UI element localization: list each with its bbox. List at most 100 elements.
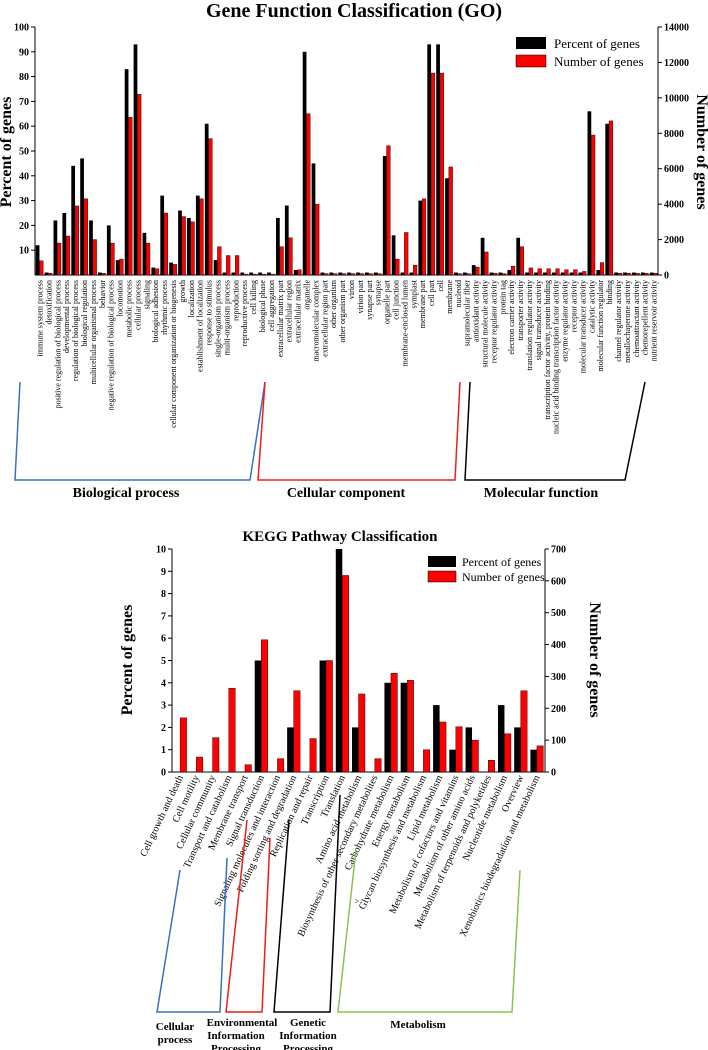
go-bar-number [555,268,560,276]
go-bar-percent [62,213,67,275]
go-bar-number [101,273,106,276]
go-y2tick-label: 6000 [664,164,684,175]
go-bar-percent [569,272,574,275]
go-category-label: receptor regulator activity [489,280,498,363]
go-category-label: behavior [98,280,107,308]
go-category-label: multicellular organismal process [89,280,98,384]
go-bar-percent [649,272,654,275]
kegg-bar-number [293,690,301,773]
go-bar-number [537,268,542,276]
go-group-label-biological: Biological process [73,486,180,501]
go-bar-number [386,145,391,276]
kegg-legend-label-percent: Percent of genes [462,555,542,569]
go-bar-percent [382,155,387,275]
go-category-label: extracellular region [285,280,294,342]
go-bar-number [332,273,338,276]
go-bar-percent [356,272,360,275]
go-bar-percent [187,217,191,275]
go-bar-number [297,269,302,276]
kegg-bar-percent [352,727,359,772]
go-category-label: cellular process [133,280,142,330]
go-bar-number [519,246,524,276]
go-y2tick-label: 14000 [664,23,689,34]
go-bar-number [83,198,88,276]
kegg-ytick-label: 10 [156,545,166,556]
go-legend-swatch-percent [516,37,546,49]
go-category-label: extracellular matrix part [276,279,285,357]
go-bar-percent [258,272,262,275]
go-category-label: molecular transducer activity [578,280,587,373]
go-bar-percent [427,44,432,275]
kegg-legend-swatch-number [427,570,457,583]
go-bar-percent [551,272,556,275]
go-category-label: transporter activity [516,280,525,341]
kegg-bracket-metabolism [337,849,521,1013]
kegg-y-axis-title: Percent of genes [119,605,136,716]
go-bar-percent [231,272,236,275]
kegg-bar-number [390,673,398,773]
go-bar-number [146,242,151,276]
go-y2tick-label: 10000 [664,93,689,104]
go-category-label: translation regulator activity [525,280,534,371]
go-category-label: detoxification [44,280,53,324]
go-category-label: organelle part [383,279,392,324]
go-bar-number [377,273,382,276]
go-category-label: establishment of localization [196,280,205,372]
go-category-label: chemoattractant activity [632,280,641,357]
go-bar-number [208,138,213,276]
kegg-bar-percent [465,727,473,772]
kegg-ytick-label: 2 [161,723,166,734]
go-category-label: receptor activity [569,280,578,332]
go-y2tick-label: 2000 [664,235,684,246]
go-category-label: rhythmic process [160,280,169,335]
go-bar-percent [213,260,218,275]
go-bar-number [199,198,204,276]
kegg-ytick-label: 6 [161,634,166,645]
go-bar-number [448,166,453,276]
go-bar-number [306,113,311,276]
go-category-label: reproduction [231,280,240,321]
go-bar-number [137,94,142,276]
go-bar-percent [115,260,120,275]
kegg-bar-number [423,749,431,773]
go-bar-percent [480,237,485,275]
go-bar-number [270,273,275,276]
go-category-label: immune system process [35,280,44,356]
go-legend-label-number: Number of genes [554,54,644,69]
go-bar-percent [151,267,156,275]
go-ytick-label: 90 [19,47,29,58]
kegg-bar-percent [319,660,327,772]
go-bar-number [475,266,480,276]
kegg-bar-number [228,688,236,773]
go-bar-percent [195,195,200,275]
go-bar-percent [204,123,209,275]
kegg-ytick-label: 5 [161,656,166,667]
kegg-bar-percent [497,705,505,772]
go-group-label-cellular: Cellular component [287,486,406,501]
go-bar-number [110,242,115,276]
kegg-ytick-label: 3 [161,701,166,712]
go-category-label: metabolic process [124,280,133,338]
kegg-chart-title: KEGG Pathway Classification [242,529,438,545]
go-ytick-label: 70 [19,97,29,108]
go-category-label: virion part [356,279,365,313]
go-category-label: enzyme regulator activity [561,280,570,362]
go-bar-number [128,117,133,276]
go-category-label: protein tag [498,280,507,314]
go-bar-percent [560,272,565,275]
kegg-group-env-line-2: Information [207,1030,264,1042]
go-bar-percent [347,272,351,275]
go-bar-percent [516,237,521,275]
go-category-label: synapse [374,280,383,306]
kegg-group-cellular-line-2: process [158,1034,193,1046]
kegg-group-gen-line-1: Genetic [290,1017,326,1029]
kegg-y2tick-label: 500 [551,608,566,619]
go-bar-number [502,273,507,276]
go-bar-percent [365,272,369,275]
kegg-y2tick-label: 400 [551,640,566,651]
go-category-label: biological adhesion [151,280,160,342]
kegg-group-label-environmental: Environmental Information Processing [207,1017,278,1050]
go-bar-percent [311,163,316,275]
go-category-label: cellular component organization or bioge… [169,280,178,428]
kegg-bar-number [536,745,544,773]
